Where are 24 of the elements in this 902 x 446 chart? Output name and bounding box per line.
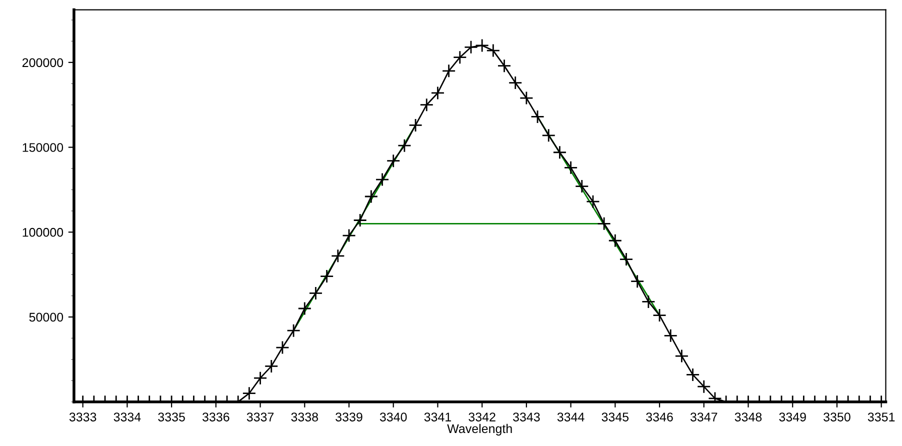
x-tick-label: 3340: [380, 412, 407, 422]
x-tick-label: 3334: [114, 412, 141, 422]
x-tick-label: 3350: [824, 412, 850, 422]
y-tick-label: 100000: [22, 228, 64, 237]
x-tick-label: 3337: [246, 412, 274, 422]
y-tick-label: 200000: [22, 58, 64, 68]
x-tick-label: 3347: [690, 412, 718, 422]
x-tick-label: 3339: [336, 412, 362, 422]
x-tick-label: 3333: [69, 412, 96, 422]
x-tick-label: 3336: [202, 412, 230, 422]
x-tick-label: 3351: [868, 412, 895, 422]
x-tick-label: 3342: [468, 412, 496, 422]
x-axis-title: Wavelength: [447, 424, 512, 436]
x-tick-label: 3338: [291, 412, 318, 422]
x-tick-label: 3344: [557, 412, 584, 422]
x-tick-label: 3349: [779, 412, 806, 422]
x-tick-label: 3345: [602, 412, 629, 422]
y-tick-label: 150000: [22, 143, 64, 152]
y-tick-label: 50000: [29, 312, 64, 322]
x-tick-label: 3348: [734, 412, 762, 422]
x-tick-label: 3335: [158, 412, 185, 422]
x-tick-label: 3346: [646, 412, 673, 422]
x-tick-label: 3341: [424, 412, 452, 422]
x-tick-label: 3343: [513, 412, 540, 422]
